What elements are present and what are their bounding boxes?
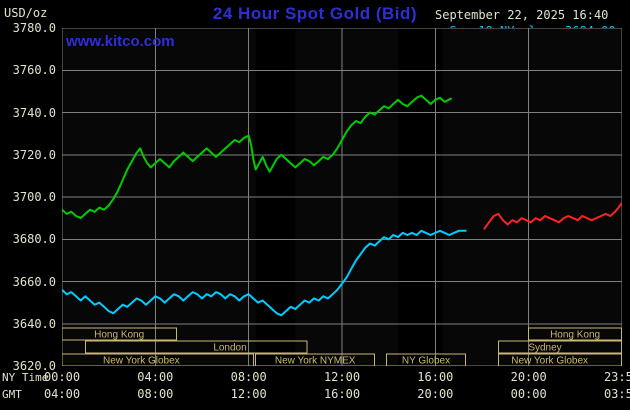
session-box: [62, 353, 254, 366]
session-box: [62, 327, 177, 341]
x-tick-label-gmt: 20:00: [417, 387, 454, 401]
x-tick-label-ny: 04:00: [137, 370, 174, 384]
session-label: New York NYMEX: [275, 356, 356, 367]
session-box: [385, 353, 467, 366]
x-tick-label-ny: 12:00: [323, 370, 361, 384]
session-box: [255, 353, 376, 366]
session-label: London: [213, 343, 246, 354]
session-label: NY Globex: [402, 356, 450, 367]
kitco-watermark-link[interactable]: www.kitco.com: [66, 33, 175, 50]
x-tick-label-gmt: 12:00: [230, 387, 267, 401]
x-tick-label-gmt: 04:00: [43, 387, 81, 401]
x-tick-label-ny: 20:00: [510, 370, 547, 384]
session-label: New York Globex: [103, 356, 180, 367]
y-tick-label: 3680.0: [12, 232, 56, 247]
session-box: [497, 353, 622, 366]
y-tick-label: 3720.0: [12, 147, 56, 162]
x-tick-label-ny: 00:00: [43, 370, 81, 384]
y-tick-label: 3700.0: [12, 190, 56, 204]
x-tick-label-gmt: 00:00: [510, 387, 547, 401]
x-tick-label-ny: 08:00: [230, 370, 267, 384]
series-sep-22-last-3746-60: [62, 94, 452, 220]
y-tick-label: 3780.0: [12, 21, 56, 35]
x-tick-label-gmt: 03:59: [603, 387, 630, 401]
x-tick-label-ny: 23:59: [603, 370, 630, 384]
y-tick-label: 3620.0: [12, 359, 56, 373]
session-label: New York Globex: [511, 356, 588, 367]
y-tick-label: 3640.0: [12, 316, 56, 331]
x-tick-label-gmt: 16:00: [323, 387, 361, 401]
chart-datetime: September 22, 2025 16:40: [435, 8, 609, 22]
session-box: [84, 340, 308, 354]
x-tick-label-ny: 16:00: [417, 370, 454, 384]
plot-area: Hong Kong Hong Kong London Sydney New York G…: [62, 28, 622, 366]
series-sep-21-sunday: [483, 202, 622, 230]
session-label: Hong Kong: [550, 330, 600, 341]
x-axis-gmt-label: GMT: [2, 388, 22, 401]
chart-title: 24 Hour Spot Gold (Bid): [212, 4, 418, 23]
y-tick-label: 3740.0: [12, 105, 56, 120]
y-tick-label: 3660.0: [12, 274, 56, 289]
session-box: [497, 340, 622, 354]
y-tick-label: 3760.0: [12, 63, 56, 78]
session-label: Hong Kong: [94, 330, 144, 341]
session-box: [528, 327, 622, 341]
series-sep-19-ny-close-3684-00: [62, 229, 467, 317]
session-label: Sydney: [528, 343, 561, 354]
y-axis-units-label: USD/oz: [4, 6, 48, 20]
x-tick-label-gmt: 08:00: [137, 387, 174, 401]
x-axis-ny-time-label: NY Time: [2, 371, 49, 384]
